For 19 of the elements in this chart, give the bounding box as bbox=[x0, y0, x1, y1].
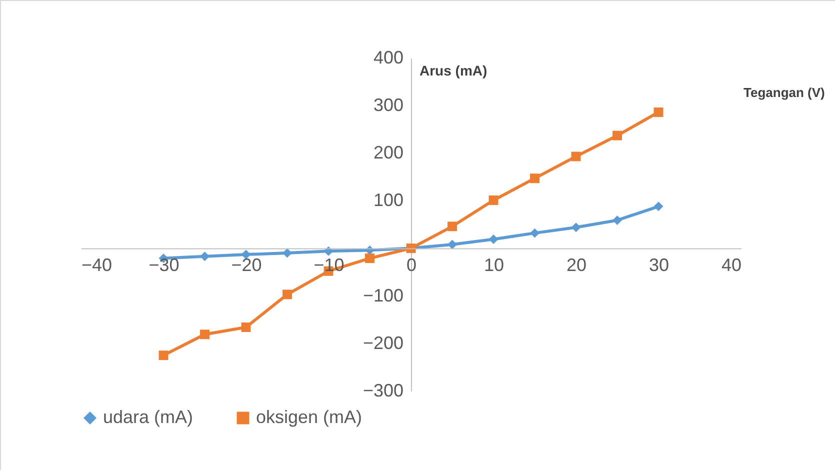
x-tick-label: −40 bbox=[82, 254, 112, 275]
x-tick-label: 10 bbox=[484, 254, 504, 275]
y-tick-label: 200 bbox=[373, 142, 404, 163]
x-tick-label: 0 bbox=[406, 254, 417, 275]
y-tick-label: 400 bbox=[373, 48, 404, 68]
x-tick-label: −30 bbox=[148, 254, 180, 275]
x-tick-label: 40 bbox=[721, 254, 742, 275]
y-axis-title: Arus (mA) bbox=[420, 62, 488, 78]
x-tick-label: 20 bbox=[566, 254, 587, 275]
legend-label: udara (mA) bbox=[103, 407, 194, 427]
x-axis-title: Tegangan (V) bbox=[744, 85, 825, 100]
y-tick-label: −100 bbox=[362, 285, 404, 306]
y-tick-label: −200 bbox=[362, 332, 404, 353]
x-tick-label: 30 bbox=[648, 254, 670, 275]
y-tick-label: 300 bbox=[373, 95, 404, 116]
x-tick-label: −20 bbox=[231, 254, 262, 275]
y-tick-label: 100 bbox=[373, 190, 404, 210]
legend-label: oksigen (mA) bbox=[256, 407, 362, 427]
y-tick-label: −300 bbox=[362, 380, 404, 400]
